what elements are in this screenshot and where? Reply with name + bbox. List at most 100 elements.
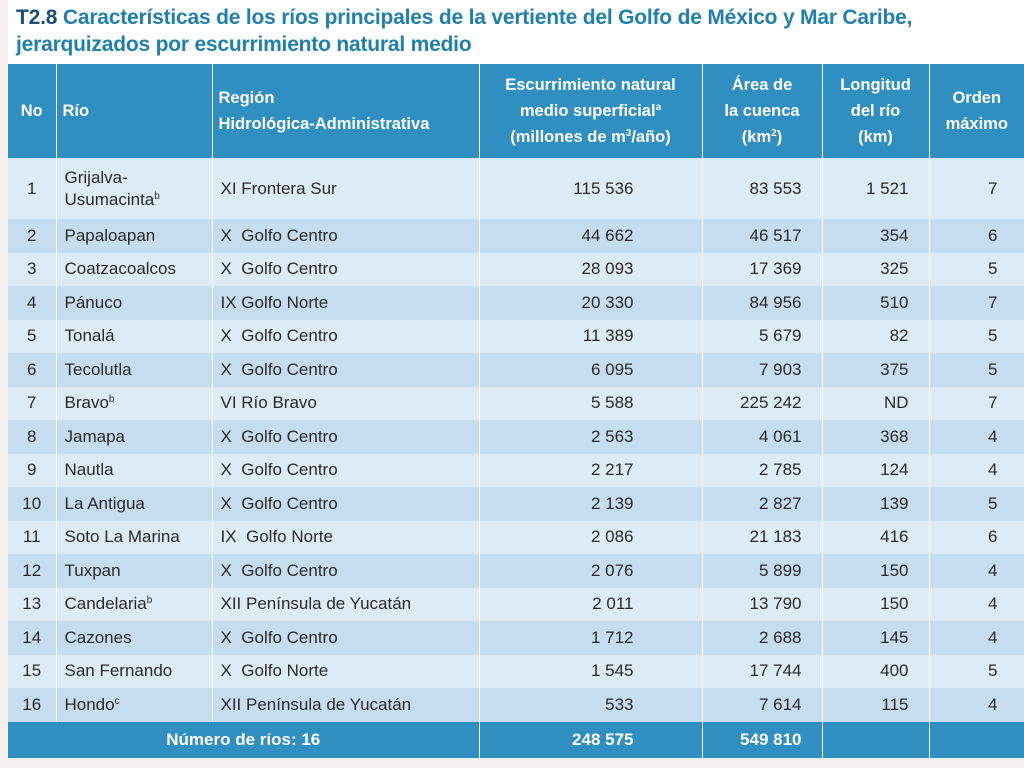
table-row: 14 Cazones X Golfo Centro 1 712 2 688 145 4 [8,621,1024,655]
cell-region: X Golfo Norte [211,654,479,688]
table-figure: T2.8 Características de los ríos princip… [8,0,1024,758]
cell-river: Candelariab [55,587,212,621]
table-code: T2.8 [16,6,58,29]
cell-river: Hondoc [55,688,212,722]
cell-river: Coatzacoalcos [55,252,212,286]
cell-no: 7 [8,386,56,420]
table-row: 1 Grijalva- Usumacintab XI Frontera Sur 115 … [8,158,1024,219]
header-order: Orden máximo [928,64,1024,158]
cell-length: 416 [821,520,929,554]
cell-river: Tecolutla [55,353,212,387]
cell-length: 375 [821,353,929,387]
cell-river: Cazones [55,621,212,655]
cell-order: 4 [928,554,1024,588]
cell-order: 4 [928,420,1024,454]
cell-no: 6 [8,353,56,387]
cell-length: 115 [821,688,929,722]
cell-runoff: 28 093 [478,252,702,286]
order-total [928,721,1024,758]
header-runoff: Escurrimiento natural medio superficiala… [478,64,702,158]
cell-river: Jamapa [55,420,212,454]
cell-length: 82 [821,319,929,353]
cell-region: XI Frontera Sur [211,158,479,219]
cell-length: 145 [821,621,929,655]
cell-no: 14 [8,621,56,655]
cell-no: 16 [8,688,56,722]
cell-region: XII Península de Yucatán [211,587,479,621]
cell-length: 150 [821,587,929,621]
cell-runoff: 5 588 [478,386,702,420]
table-row: 10 La Antigua X Golfo Centro 2 139 2 827 139 5 [8,487,1024,521]
cell-runoff: 2 563 [478,420,702,454]
cell-runoff: 44 662 [478,219,702,253]
table-body: 1 Grijalva- Usumacintab XI Frontera Sur 115 … [8,158,1024,722]
header-row: No Río Región Hidrológica-Administrativa… [8,64,1024,158]
cell-length: 139 [821,487,929,521]
cell-area: 83 553 [701,158,822,219]
cell-river: Bravob [55,386,212,420]
cell-order: 4 [928,587,1024,621]
cell-river: Pánuco [55,286,212,320]
header-no: No [8,64,56,158]
cell-no: 5 [8,319,56,353]
cell-area: 5 679 [701,319,822,353]
cell-area: 21 183 [701,520,822,554]
cell-region: IX Golfo Norte [211,286,479,320]
cell-runoff: 115 536 [478,158,702,219]
cell-length: 354 [821,219,929,253]
cell-region: XII Península de Yucatán [211,688,479,722]
cell-area: 17 369 [701,252,822,286]
table-row: 12 Tuxpan X Golfo Centro 2 076 5 899 150 4 [8,554,1024,588]
cell-order: 5 [928,654,1024,688]
cell-river: Nautla [55,453,212,487]
cell-region: X Golfo Centro [211,487,479,521]
table-row: 6 Tecolutla X Golfo Centro 6 095 7 903 375 5 [8,353,1024,387]
cell-runoff: 11 389 [478,319,702,353]
cell-region: X Golfo Centro [211,252,479,286]
area-total: 549 810 [701,721,822,758]
cell-order: 7 [928,158,1024,219]
cell-runoff: 533 [478,688,702,722]
cell-runoff: 6 095 [478,353,702,387]
cell-area: 17 744 [701,654,822,688]
cell-order: 5 [928,319,1024,353]
cell-river: Tonalá [55,319,212,353]
cell-order: 7 [928,386,1024,420]
cell-runoff: 1 545 [478,654,702,688]
cell-no: 8 [8,420,56,454]
cell-area: 2 688 [701,621,822,655]
cell-runoff: 2 217 [478,453,702,487]
cell-length: 1 521 [821,158,929,219]
cell-no: 4 [8,286,56,320]
cell-length: 325 [821,252,929,286]
cell-length: 368 [821,420,929,454]
cell-river: La Antigua [55,487,212,521]
cell-region: VI Río Bravo [211,386,479,420]
table-row: 5 Tonalá X Golfo Centro 11 389 5 679 82 5 [8,319,1024,353]
cell-region: X Golfo Centro [211,554,479,588]
header-river: Río [55,64,212,158]
cell-river: Papaloapan [55,219,212,253]
table-row: 8 Jamapa X Golfo Centro 2 563 4 061 368 4 [8,420,1024,454]
cell-no: 13 [8,587,56,621]
cell-area: 5 899 [701,554,822,588]
cell-region: X Golfo Centro [211,353,479,387]
table-title: T2.8 Características de los ríos princip… [8,0,1024,64]
cell-no: 10 [8,487,56,521]
cell-order: 5 [928,353,1024,387]
cell-area: 225 242 [701,386,822,420]
cell-no: 3 [8,252,56,286]
table-row: 16 Hondoc XII Península de Yucatán 533 7 614… [8,688,1024,722]
header-region: Región Hidrológica-Administrativa [211,64,479,158]
cell-river: San Fernando [55,654,212,688]
cell-length: 124 [821,453,929,487]
cell-area: 13 790 [701,587,822,621]
cell-area: 84 956 [701,286,822,320]
table-row: 9 Nautla X Golfo Centro 2 217 2 785 124 4 [8,453,1024,487]
cell-order: 7 [928,286,1024,320]
length-total [821,721,929,758]
cell-no: 12 [8,554,56,588]
title-line-1: Características de los ríos principales … [62,6,913,29]
table-row: 3 Coatzacoalcos X Golfo Centro 28 093 17 369… [8,252,1024,286]
cell-area: 46 517 [701,219,822,253]
